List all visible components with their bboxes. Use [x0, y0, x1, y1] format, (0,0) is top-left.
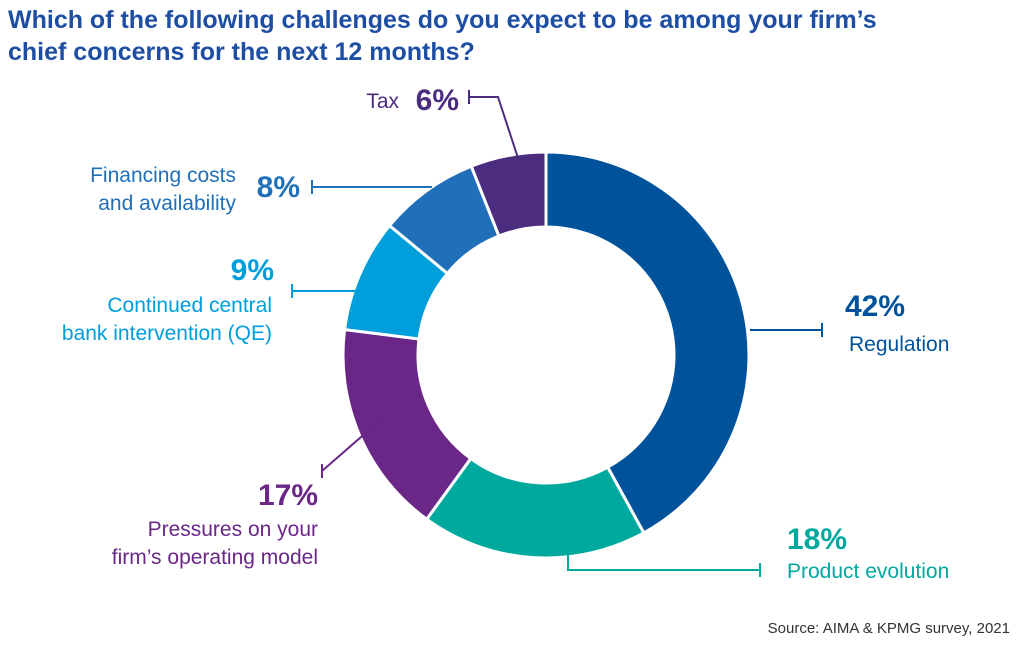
- donut-chart: 42% Regulation 18% Product evolution 17% Pres…: [62, 84, 950, 583]
- pct-label-pressures-on-your-firm-s-operating-model: 17%: [258, 479, 318, 512]
- category-label-financing-costs-and-availability-line-2: and availability: [98, 192, 236, 215]
- chart-title: Which of the following challenges do you…: [8, 4, 1008, 68]
- category-label-financing-costs-and-availability-line-1: Financing costs: [90, 164, 236, 187]
- slice-tax: [469, 150, 548, 238]
- pct-label-continued-central-bank-intervention-qe: 9%: [231, 254, 274, 287]
- pct-label-financing-costs-and-availability: 8%: [257, 171, 300, 204]
- pct-label-tax: 6%: [416, 84, 459, 117]
- category-label-regulation-line-1: Regulation: [849, 333, 949, 356]
- category-label-continued-central-bank-intervention-qe-line-2: bank intervention (QE): [62, 322, 272, 345]
- leader-line-pressures-on-your-firm-s-operating-model: [321, 416, 385, 472]
- category-label-pressures-on-your-firm-s-operating-model-line-1: Pressures on your: [148, 518, 318, 541]
- source-note: Source: AIMA & KPMG survey, 2021: [767, 620, 1010, 637]
- leader-line-tax: [469, 96, 519, 159]
- pct-label-regulation: 42%: [845, 290, 905, 323]
- category-label-product-evolution-line-1: Product evolution: [787, 560, 949, 583]
- pct-label-product-evolution: 18%: [787, 523, 847, 556]
- chart-title-line-2: chief concerns for the next 12 months?: [8, 38, 475, 66]
- category-label-pressures-on-your-firm-s-operating-model-line-2: firm’s operating model: [112, 546, 318, 569]
- category-label-tax-line-1: Tax: [366, 90, 399, 113]
- category-label-continued-central-bank-intervention-qe-line-1: Continued central: [107, 294, 272, 317]
- chart-title-line-1: Which of the following challenges do you…: [8, 6, 877, 34]
- slice-regulation: [544, 150, 751, 535]
- leader-line-product-evolution: [567, 535, 760, 571]
